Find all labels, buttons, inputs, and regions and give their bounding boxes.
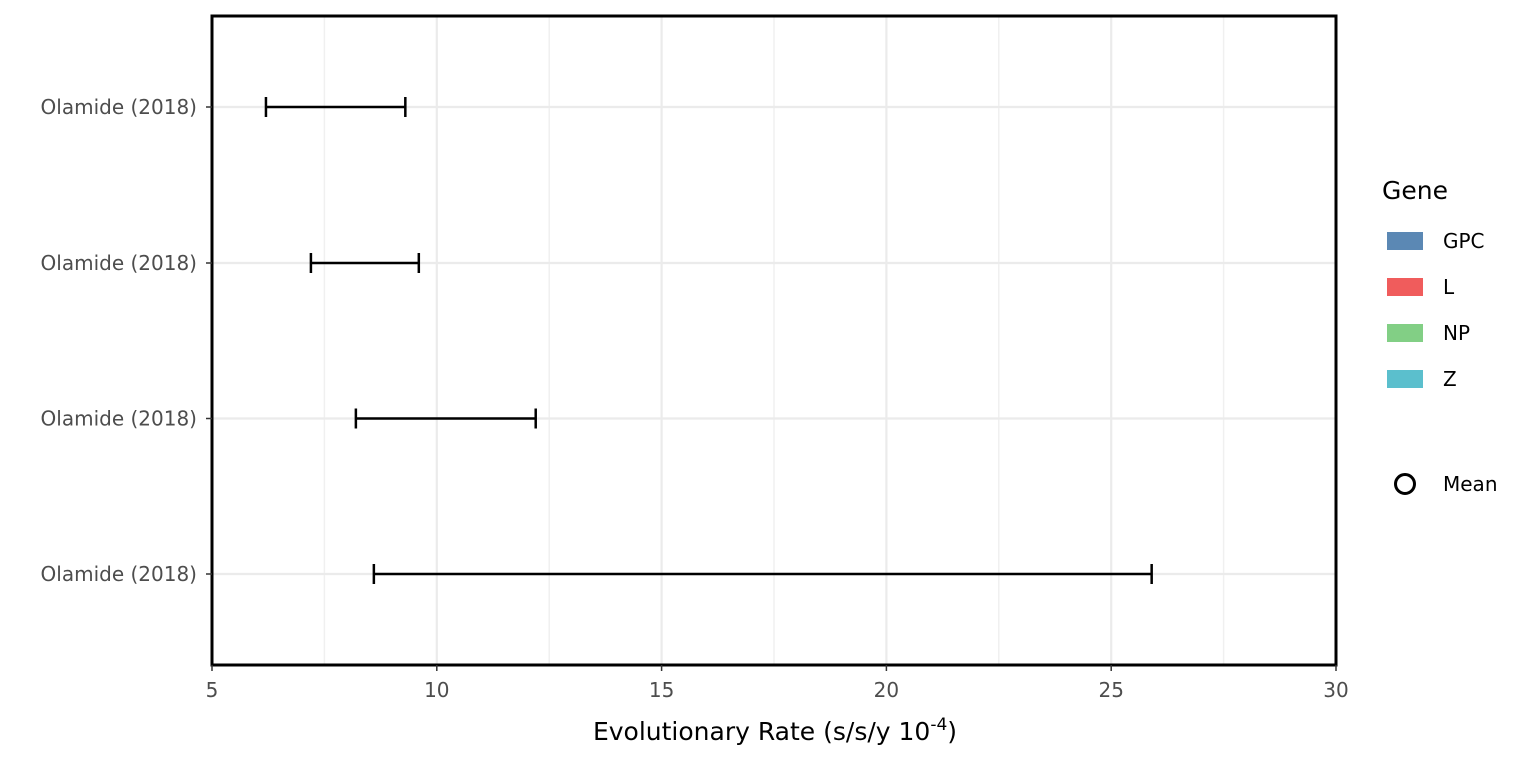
x-tick-label: 10 bbox=[424, 678, 449, 702]
legend-swatch bbox=[1387, 278, 1423, 296]
legend-item: Z bbox=[1387, 367, 1457, 391]
legend-swatch bbox=[1387, 324, 1423, 342]
x-tick-label: 20 bbox=[874, 678, 899, 702]
error-bar bbox=[264, 97, 407, 117]
error-bar bbox=[309, 253, 421, 273]
x-axis-title-superscript: -4 bbox=[930, 715, 947, 735]
error-bar bbox=[354, 408, 537, 429]
legend-item: L bbox=[1387, 275, 1455, 299]
x-tick-label: 30 bbox=[1323, 678, 1348, 702]
plot-border bbox=[210, 14, 1338, 667]
y-tick-label: Olamide (2018) bbox=[41, 95, 197, 119]
legend-mean-symbol bbox=[1394, 473, 1416, 495]
y-axis-labels: Olamide (2018) Olamide (2018) Olamide (201… bbox=[41, 95, 212, 586]
legend-label: L bbox=[1443, 275, 1455, 299]
x-tick-label: 15 bbox=[649, 678, 674, 702]
legend-swatch bbox=[1387, 370, 1423, 388]
x-axis-title: Evolutionary Rate (s/s/y 10-4) bbox=[593, 715, 957, 746]
legend-label: NP bbox=[1443, 321, 1470, 345]
y-tick-label: Olamide (2018) bbox=[41, 407, 197, 431]
x-tick-label: 5 bbox=[206, 678, 219, 702]
x-axis-title-main: Evolutionary Rate bbox=[593, 717, 823, 746]
legend-item: NP bbox=[1387, 321, 1470, 345]
legend-item: GPC bbox=[1387, 229, 1485, 253]
legend-title: Gene bbox=[1382, 176, 1448, 205]
x-axis-title-close: ) bbox=[947, 717, 957, 746]
legend: Gene GPC L NP Z Mean bbox=[1382, 176, 1498, 496]
legend-items: GPC L NP Z bbox=[1387, 229, 1485, 391]
x-tick-label: 25 bbox=[1098, 678, 1123, 702]
x-axis-title-unit: (s/s/y 10 bbox=[823, 717, 930, 746]
error-bars bbox=[264, 97, 1153, 584]
legend-label: Z bbox=[1443, 367, 1457, 391]
error-bar bbox=[372, 564, 1153, 584]
y-tick-label: Olamide (2018) bbox=[41, 562, 197, 586]
x-axis-ticks: 5 10 15 20 25 30 bbox=[206, 665, 1349, 702]
minor-gridlines bbox=[323, 16, 1225, 665]
legend-mean-label: Mean bbox=[1443, 472, 1498, 496]
legend-label: GPC bbox=[1443, 229, 1485, 253]
legend-swatch bbox=[1387, 232, 1423, 250]
y-tick-label: Olamide (2018) bbox=[41, 251, 197, 275]
